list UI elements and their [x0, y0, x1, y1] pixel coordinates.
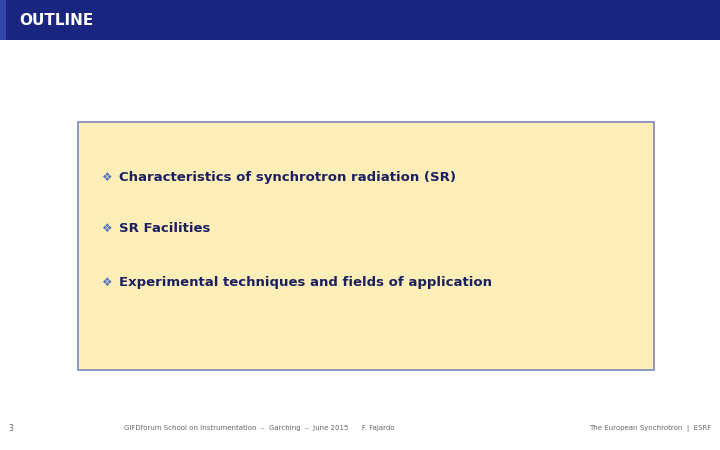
Text: ❖: ❖ [102, 222, 112, 235]
FancyBboxPatch shape [78, 122, 654, 370]
Text: OUTLINE: OUTLINE [19, 13, 94, 27]
Text: SR Facilities: SR Facilities [119, 222, 210, 235]
Text: Experimental techniques and fields of application: Experimental techniques and fields of ap… [119, 276, 492, 289]
Text: GIFDforum School on Instrumentation  –  Garching  –  June 2015      F. Fajardo: GIFDforum School on Instrumentation – Ga… [124, 425, 395, 432]
Bar [0, 0, 720, 40]
Text: Characteristics of synchrotron radiation (SR): Characteristics of synchrotron radiation… [119, 171, 456, 184]
Text: 3: 3 [9, 424, 14, 433]
Text: ❖: ❖ [102, 171, 112, 184]
Bar [0, 0, 6, 40]
Text: ❖: ❖ [102, 276, 112, 289]
Text: The European Synchrotron  |  ESRF: The European Synchrotron | ESRF [589, 425, 711, 432]
